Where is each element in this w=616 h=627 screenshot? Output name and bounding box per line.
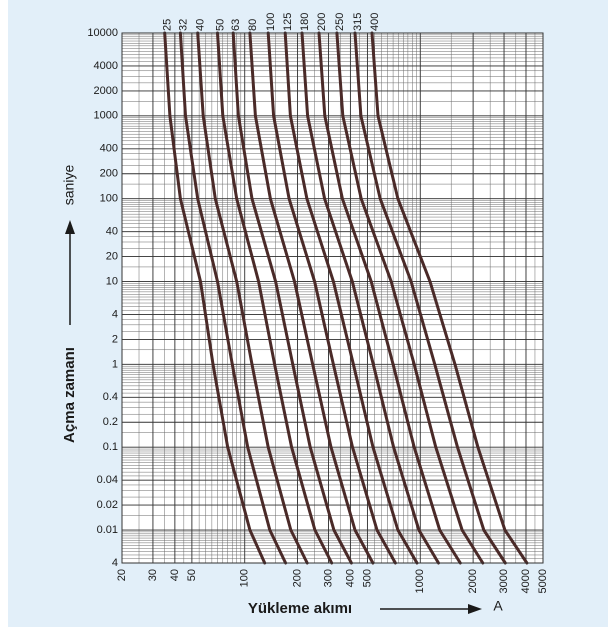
y-tick-label: 4000 bbox=[94, 60, 118, 72]
fuse-curve bbox=[266, 31, 397, 565]
y-tick-label: 4 bbox=[112, 308, 118, 320]
fuse-curve bbox=[335, 31, 485, 565]
x-arrow-head bbox=[468, 604, 482, 614]
x-tick-label: 1000 bbox=[414, 569, 426, 593]
fuse-curve bbox=[231, 31, 353, 565]
curve-label: 80 bbox=[247, 19, 259, 31]
curve-label: 100 bbox=[265, 13, 277, 31]
fuse-curve bbox=[317, 31, 462, 565]
y-tick-label: 1000 bbox=[94, 110, 118, 122]
x-tick-label: 30 bbox=[147, 569, 159, 581]
curve-label: 63 bbox=[230, 19, 242, 31]
fuse-curve bbox=[216, 31, 334, 565]
y-tick-label: 0.02 bbox=[97, 499, 118, 511]
y-tick-label: 40 bbox=[106, 226, 118, 238]
y-axis-unit: saniye bbox=[61, 165, 77, 206]
y-tick-label: 2000 bbox=[94, 85, 118, 97]
curve-label: 40 bbox=[195, 19, 207, 31]
fuse-curve bbox=[196, 31, 309, 565]
y-tick-label: 2 bbox=[112, 333, 118, 345]
curve-label: 400 bbox=[369, 13, 381, 31]
curve-label: 200 bbox=[316, 13, 328, 31]
y-tick-label: 400 bbox=[100, 143, 118, 155]
y-tick-label: 10 bbox=[106, 275, 118, 287]
curve-label: 180 bbox=[299, 13, 311, 31]
y-tick-label: 0.2 bbox=[103, 416, 118, 428]
x-tick-label: 20 bbox=[116, 569, 128, 581]
curve-label: 125 bbox=[282, 13, 294, 31]
y-tick-label: 0.1 bbox=[103, 441, 118, 453]
y-tick-label: 200 bbox=[100, 168, 118, 180]
curve-label: 32 bbox=[177, 19, 189, 31]
x-axis-unit: A bbox=[493, 598, 503, 614]
y-axis-title: Açma zamanı bbox=[61, 347, 78, 443]
y-tick-label: 20 bbox=[106, 250, 118, 262]
x-axis-title: Yükleme akımı bbox=[248, 600, 352, 617]
x-tick-label: 2000 bbox=[467, 569, 479, 593]
fuse-curve bbox=[353, 31, 507, 565]
x-tick-label: 100 bbox=[239, 569, 251, 587]
x-tick-label: 4000 bbox=[520, 569, 532, 593]
curve-label: 25 bbox=[162, 19, 174, 31]
fuse-curve bbox=[300, 31, 440, 565]
fuse-curve bbox=[283, 31, 419, 565]
plot-frame bbox=[121, 32, 544, 564]
fuse-curve bbox=[178, 31, 288, 565]
x-tick-label: 200 bbox=[291, 569, 303, 587]
x-tick-label: 300 bbox=[322, 569, 334, 587]
y-arrow-head bbox=[65, 220, 75, 234]
curve-label: 250 bbox=[334, 13, 346, 31]
y-tick-label: 0.4 bbox=[103, 391, 118, 403]
x-tick-label: 400 bbox=[344, 569, 356, 587]
y-tick-label: 0.01 bbox=[97, 524, 118, 536]
fuse-curve bbox=[163, 31, 267, 565]
x-tick-label: 50 bbox=[186, 569, 198, 581]
y-tick-label: 100 bbox=[100, 193, 118, 205]
y-tick-label: 0.04 bbox=[97, 474, 118, 486]
curve-label: 50 bbox=[214, 19, 226, 31]
y-tick-label: 1 bbox=[112, 358, 118, 370]
y-tick-label: 4 bbox=[112, 557, 118, 569]
x-tick-label: 500 bbox=[361, 569, 373, 587]
x-tick-label: 40 bbox=[169, 569, 181, 581]
fuse-curve bbox=[248, 31, 375, 565]
x-tick-label: 5000 bbox=[537, 569, 549, 593]
y-tick-label: 10000 bbox=[87, 27, 118, 39]
fuse-curve bbox=[370, 31, 529, 565]
curves bbox=[163, 31, 529, 565]
curve-label: 315 bbox=[352, 13, 364, 31]
x-tick-label: 3000 bbox=[498, 569, 510, 593]
